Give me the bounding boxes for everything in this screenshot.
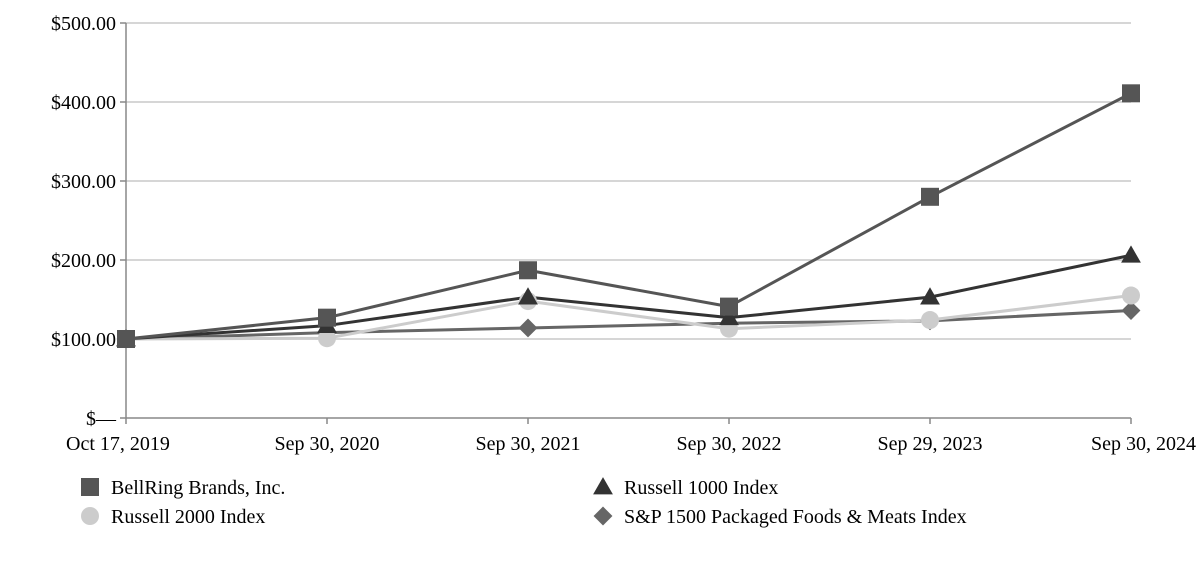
series-lines bbox=[125, 91, 1132, 341]
y-tick-label: $— bbox=[86, 408, 117, 430]
y-tick-labels: $— $100.00 $200.00 $300.00 $400.00 $500.00 bbox=[51, 13, 117, 430]
data-point-s-p-1500-packaged-foods-meats-index bbox=[518, 318, 538, 338]
legend-item: S&P 1500 Packaged Foods & Meats Index bbox=[593, 506, 967, 528]
series-line-russell-2000-index bbox=[125, 294, 1132, 341]
data-point-bellring-brands-inc bbox=[318, 308, 336, 327]
legend-marker-diamond bbox=[593, 506, 613, 526]
data-point-russell-1000-index bbox=[1121, 245, 1141, 263]
data-point-bellring-brands-inc bbox=[720, 297, 738, 316]
legend-label: BellRing Brands, Inc. bbox=[111, 477, 285, 499]
x-tick-label: Sep 30, 2020 bbox=[275, 433, 380, 455]
series-markers bbox=[116, 84, 1141, 349]
data-point-s-p-1500-packaged-foods-meats-index bbox=[1121, 301, 1141, 321]
series-line-russell-1000-index bbox=[125, 253, 1132, 341]
legend-item: Russell 2000 Index bbox=[81, 506, 265, 528]
legend-label: Russell 2000 Index bbox=[111, 506, 265, 528]
y-tick-label: $100.00 bbox=[51, 329, 116, 351]
legend-marker-square bbox=[81, 478, 99, 496]
data-point-russell-2000-index bbox=[318, 329, 336, 348]
series-line-bellring-brands-inc bbox=[125, 91, 1132, 341]
legend-item: BellRing Brands, Inc. bbox=[81, 477, 285, 499]
data-point-russell-1000-index bbox=[518, 287, 538, 305]
legend: BellRing Brands, Inc. Russell 1000 Index R… bbox=[81, 477, 967, 528]
y-tick-label: $200.00 bbox=[51, 250, 116, 272]
data-point-russell-1000-index bbox=[719, 307, 739, 326]
x-tick-label: Sep 30, 2022 bbox=[677, 433, 782, 455]
data-point-bellring-brands-inc bbox=[117, 330, 135, 348]
legend-marker-circle bbox=[81, 507, 99, 525]
data-point-russell-2000-index bbox=[921, 311, 939, 330]
x-tick-label: Sep 30, 2021 bbox=[476, 433, 581, 455]
legend-marker-triangle bbox=[593, 477, 613, 495]
legend-label: Russell 1000 Index bbox=[624, 477, 778, 499]
x-tick-labels: Oct 17, 2019 Sep 30, 2020 Sep 30, 2021 Sep … bbox=[66, 433, 1196, 455]
x-tick-label: Oct 17, 2019 bbox=[66, 433, 170, 455]
y-tick-label: $300.00 bbox=[51, 171, 116, 193]
axes bbox=[120, 22, 1132, 424]
data-point-bellring-brands-inc bbox=[519, 261, 537, 280]
data-point-bellring-brands-inc bbox=[921, 187, 939, 206]
data-point-bellring-brands-inc bbox=[1122, 84, 1140, 103]
y-tick-label: $400.00 bbox=[51, 92, 116, 114]
data-point-russell-2000-index bbox=[1122, 286, 1140, 305]
series-line-s-p-1500-packaged-foods-meats-index bbox=[125, 309, 1132, 341]
y-tick-label: $500.00 bbox=[51, 13, 116, 35]
legend-label: S&P 1500 Packaged Foods & Meats Index bbox=[624, 506, 967, 528]
x-tick-label: Sep 30, 2024 bbox=[1091, 433, 1196, 455]
x-tick-label: Sep 29, 2023 bbox=[878, 433, 983, 455]
legend-item: Russell 1000 Index bbox=[593, 477, 778, 499]
gridlines bbox=[126, 22, 1131, 340]
data-point-russell-1000-index bbox=[920, 287, 940, 305]
